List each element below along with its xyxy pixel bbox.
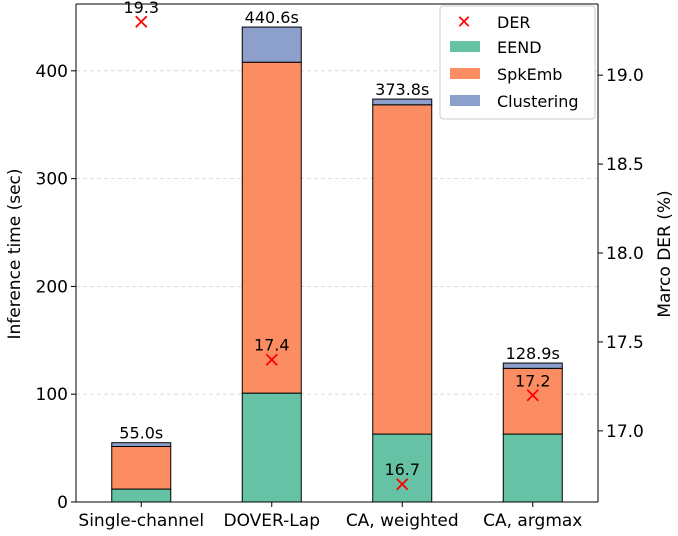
- bar-clustering-0: [111, 442, 172, 447]
- y-tick-label: 100: [36, 385, 68, 405]
- bar-clustering-3: [502, 362, 563, 369]
- y-tick-label: 300: [36, 170, 68, 190]
- bar-eend-0: [111, 488, 172, 503]
- der-value-label: 19.3: [123, 0, 159, 17]
- bar-spkemb-1: [241, 61, 302, 394]
- der-marker-stroke: [135, 15, 148, 28]
- y2-tick-label: 17.0: [606, 422, 644, 442]
- bar-eend-3: [502, 433, 563, 503]
- total-label: 55.0s: [119, 424, 163, 443]
- total-label: 373.8s: [375, 80, 429, 99]
- bar-spkemb-2: [372, 104, 433, 435]
- x-tick-label: CA, weighted: [346, 511, 459, 531]
- legend: ✕ DER EEND SpkEmb Clustering: [439, 5, 596, 120]
- der-marker-stroke: [526, 389, 539, 402]
- y-tick-label: 400: [36, 62, 68, 82]
- total-label: 128.9s: [506, 344, 560, 363]
- der-marker: [265, 353, 278, 366]
- legend-label-spkemb: SpkEmb: [497, 65, 562, 84]
- bar-eend-1: [241, 392, 302, 503]
- x-tick-label: DOVER-Lap: [224, 511, 320, 531]
- legend-swatch-eend: [450, 41, 480, 52]
- y-tick-label: 0: [57, 493, 68, 513]
- axes: 0 100 200 300 400 17.0 17.5 18.0 18.5 19.0 Single-…: [36, 3, 644, 531]
- der-value-label: 17.2: [515, 371, 551, 390]
- y2-tick-label: 18.0: [606, 244, 644, 264]
- y2-tick-label: 18.5: [606, 155, 644, 175]
- legend-swatch-spkemb: [450, 68, 480, 79]
- y2-tick-label: 17.5: [606, 333, 644, 353]
- stacked-bars: [111, 26, 563, 503]
- der-marker: [135, 15, 148, 28]
- bar-clustering-2: [372, 98, 433, 106]
- total-label: 440.6s: [245, 8, 299, 27]
- legend-box: [439, 5, 596, 120]
- legend-label-der: DER: [497, 13, 531, 32]
- legend-swatch-clustering: [450, 95, 480, 106]
- der-marker-stroke: [396, 478, 409, 491]
- der-markers: 19.3 17.4 16.7 17.2: [123, 0, 551, 491]
- total-labels: 55.0s 440.6s 373.8s 128.9s: [119, 8, 560, 443]
- legend-label-eend: EEND: [497, 38, 542, 57]
- bar-spkemb-3: [502, 367, 563, 435]
- bar-spkemb-0: [111, 445, 172, 490]
- der-marker: [526, 389, 539, 402]
- der-marker: [396, 478, 409, 491]
- y-axis-label: Inference time (sec): [5, 168, 25, 339]
- legend-label-clustering: Clustering: [497, 92, 579, 111]
- der-marker-stroke: [265, 353, 278, 366]
- y2-tick-label: 19.0: [606, 66, 644, 86]
- legend-der-icon: ✕: [456, 12, 471, 33]
- x-tick-label: CA, argmax: [483, 511, 582, 531]
- y2-axis-label: Marco DER (%): [655, 190, 675, 317]
- der-value-label: 17.4: [254, 336, 290, 355]
- bar-clustering-1: [241, 26, 302, 63]
- der-value-label: 16.7: [384, 460, 420, 479]
- y-tick-label: 200: [36, 277, 68, 297]
- x-tick-label: Single-channel: [78, 511, 204, 531]
